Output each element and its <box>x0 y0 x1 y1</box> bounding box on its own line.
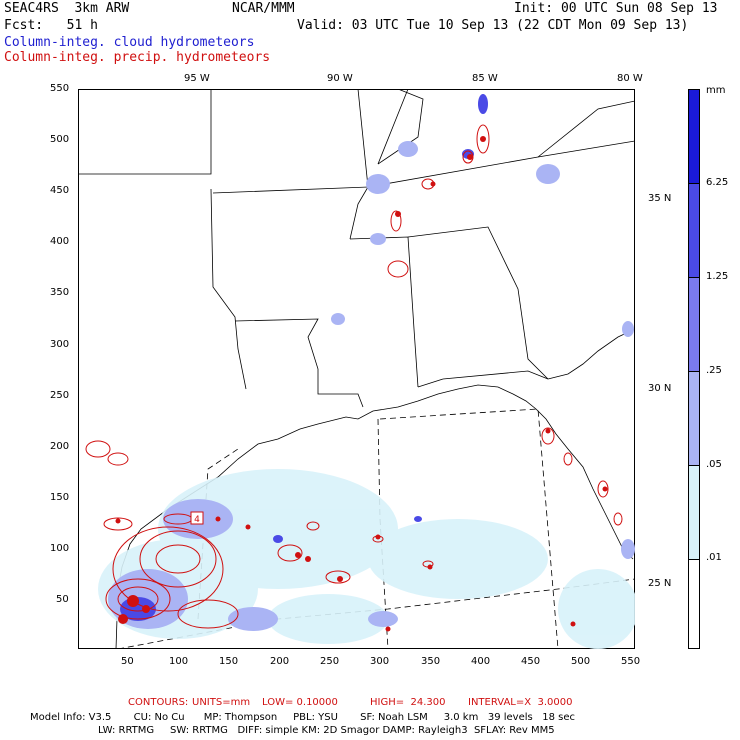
model-info-line1: Model Info: V3.5 CU: No Cu MP: Thompson … <box>30 712 576 723</box>
x-tick: 100 <box>169 656 189 667</box>
x-tick: 50 <box>121 656 134 667</box>
org-label: NCAR/MMM <box>232 1 295 16</box>
map-marker-label: 4 <box>194 515 200 525</box>
y-tick: 150 <box>50 492 70 503</box>
legend-swatch <box>688 89 700 184</box>
x-tick: 200 <box>270 656 290 667</box>
x-tick: 250 <box>320 656 340 667</box>
legend-swatch <box>688 183 700 278</box>
contours-interval: INTERVAL=X 3.0000 <box>468 697 573 708</box>
lon-label-90w: 90 W <box>327 73 353 84</box>
lat-label-25n: 25 N <box>648 578 672 589</box>
legend-level: 6.25 <box>706 177 729 188</box>
y-tick: 300 <box>50 339 70 350</box>
y-tick: 350 <box>50 287 70 298</box>
y-tick: 200 <box>50 441 70 452</box>
legend-level: .01 <box>706 552 722 563</box>
legend-swatch <box>688 371 700 466</box>
precip-hydrometeor-contours <box>85 124 623 629</box>
legend-colorbar <box>688 89 700 649</box>
lat-label-35n: 35 N <box>648 193 672 204</box>
x-tick: 400 <box>471 656 491 667</box>
legend-swatch <box>688 559 700 649</box>
state-line-ok-ar <box>210 188 247 390</box>
model-info-line2: LW: RRTMG SW: RRTMG DIFF: simple KM: 2D … <box>98 725 555 736</box>
contours-label: CONTOURS: <box>128 697 189 708</box>
lon-label-85w: 85 W <box>472 73 498 84</box>
forecast-map: 4 <box>78 89 635 649</box>
state-line-ar-ms <box>212 186 369 240</box>
x-tick: 300 <box>370 656 390 667</box>
lon-label-80w: 80 W <box>617 73 643 84</box>
y-tick: 550 <box>50 83 70 94</box>
state-line-al-ga <box>407 226 549 380</box>
x-tick: 500 <box>571 656 591 667</box>
contours-units: UNITS=mm <box>192 697 251 708</box>
y-tick: 100 <box>50 543 70 554</box>
y-tick: 500 <box>50 134 70 145</box>
y-tick: 250 <box>50 390 70 401</box>
state-line-ky <box>377 89 409 165</box>
forecast-hour: Fcst: 51 h <box>4 18 98 33</box>
contours-low: LOW= 0.10000 <box>262 697 338 708</box>
init-time: Init: 00 UTC Sun 08 Sep 13 <box>514 1 718 16</box>
legend-level: .05 <box>706 459 722 470</box>
state-line-la <box>234 318 364 408</box>
legend-level: 1.25 <box>706 271 729 282</box>
state-line-tx-ok <box>78 89 212 175</box>
state-line-ga-fl <box>442 370 549 380</box>
x-tick: 150 <box>219 656 239 667</box>
model-title: SEAC4RS 3km ARW <box>4 1 130 16</box>
y-tick: 400 <box>50 236 70 247</box>
y-tick: 450 <box>50 185 70 196</box>
state-line-nc <box>537 100 635 158</box>
state-line-mo <box>211 89 369 188</box>
y-tick: 50 <box>56 594 69 605</box>
lon-label-95w: 95 W <box>184 73 210 84</box>
map-marker-box: 4 <box>190 511 204 525</box>
field-precip-label: Column-integ. precip. hydrometeors <box>4 50 271 65</box>
state-line-al-fl <box>417 378 444 388</box>
state-line-il <box>377 89 424 165</box>
precip-cores <box>115 136 608 632</box>
legend-swatch <box>688 465 700 560</box>
x-tick: 450 <box>521 656 541 667</box>
legend-level: .25 <box>706 365 722 376</box>
field-cloud-label: Column-integ. cloud hydrometeors <box>4 35 255 50</box>
legend-swatch <box>688 277 700 372</box>
atlantic-coastline <box>547 328 635 380</box>
lat-label-30n: 30 N <box>648 383 672 394</box>
legend-unit: mm <box>706 85 726 96</box>
x-tick: 350 <box>421 656 441 667</box>
valid-time: Valid: 03 UTC Tue 10 Sep 13 (22 CDT Mon … <box>297 18 689 33</box>
x-tick: 550 <box>621 656 641 667</box>
cloud-hydrometeor-shading <box>98 94 635 649</box>
contours-high: HIGH= 24.300 <box>370 697 446 708</box>
